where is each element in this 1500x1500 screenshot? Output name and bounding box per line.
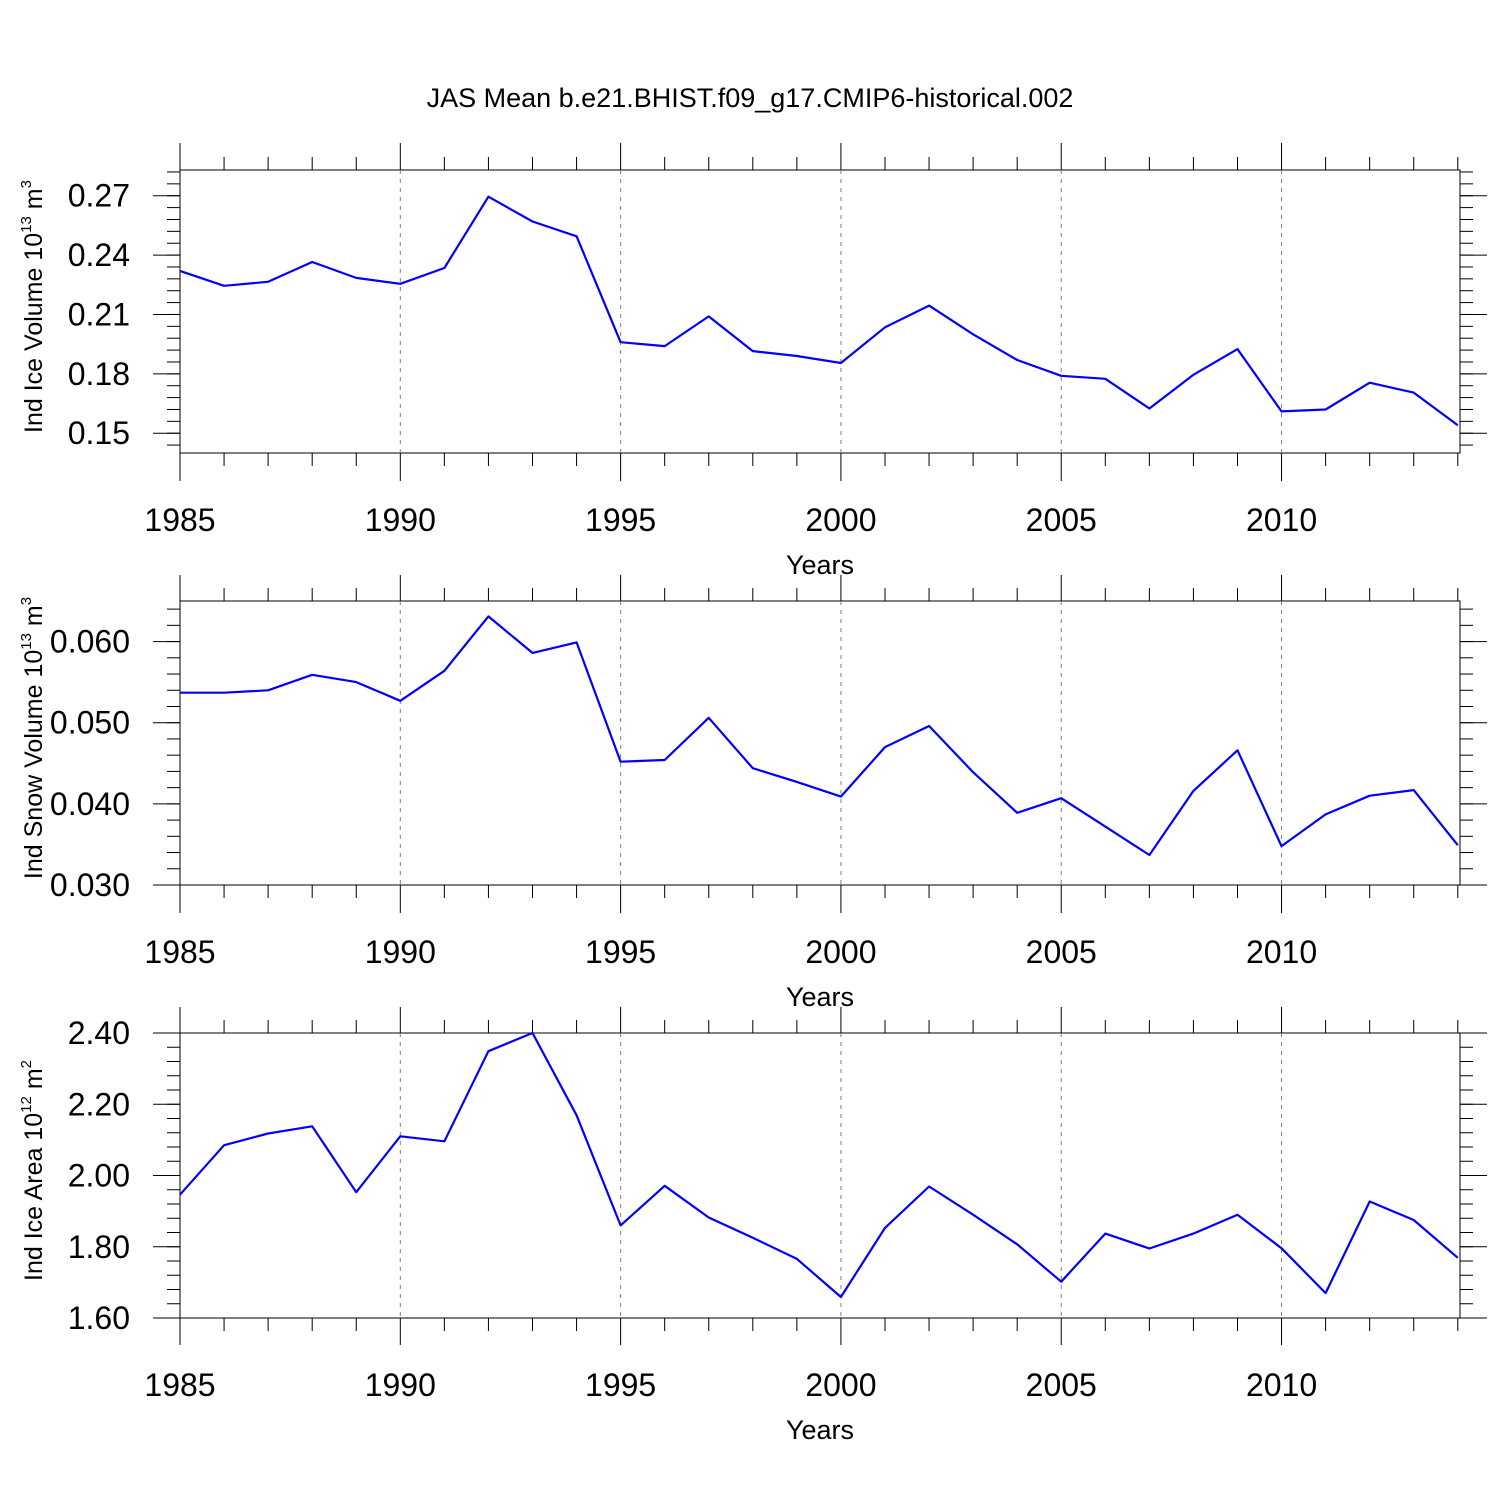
- x-tick-label: 1985: [144, 1367, 215, 1403]
- x-tick-label: 1995: [585, 502, 656, 538]
- x-tick-label: 1990: [365, 502, 436, 538]
- y-axis-label: Ind Ice Area 1012 m2: [18, 1060, 48, 1281]
- x-tick-label: 1990: [365, 934, 436, 970]
- y-axis-label-part: Ind Ice Area 10: [20, 1113, 48, 1281]
- plot-frame: [179, 600, 1461, 886]
- x-tick-label: 2010: [1246, 934, 1317, 970]
- x-tick-label: 1985: [144, 502, 215, 538]
- y-tick-label: 0.21: [68, 296, 130, 332]
- x-tick-label: 1995: [585, 934, 656, 970]
- y-axis-label: Ind Snow Volume 1013 m3: [18, 597, 48, 879]
- plot-frame: [179, 169, 1461, 454]
- x-tick-label: 2010: [1246, 502, 1317, 538]
- y-axis-label-part: Ind Snow Volume 10: [20, 650, 48, 879]
- y-tick-label: 0.040: [50, 786, 130, 822]
- series-line: [179, 1031, 1459, 1299]
- y-tick-label: 2.00: [68, 1158, 130, 1194]
- y-axis-label-part: 3: [18, 597, 35, 605]
- y-axis-label-part: m: [20, 605, 48, 633]
- panels: 1985 1990 1995 2000 2005 2010 0.15 0.18 0.21 0.24…: [18, 143, 1487, 1445]
- x-tick-label: 2005: [1026, 934, 1097, 970]
- x-tick-label: 2000: [805, 1367, 876, 1403]
- chart-panel-3: 1985 1990 1995 2000 2005 2010 1.60 1.80 2.00 2.20…: [18, 1007, 1487, 1445]
- y-tick-label: 0.18: [68, 356, 130, 392]
- y-axis-label-part: 3: [18, 180, 35, 188]
- series-line: [180, 615, 1459, 857]
- y-tick-label: 2.40: [68, 1015, 130, 1051]
- x-axis-label: Years: [786, 982, 854, 1012]
- x-tick-label: 1985: [144, 934, 215, 970]
- x-axis-label: Years: [786, 1415, 854, 1445]
- x-tick-label: 1990: [365, 1367, 436, 1403]
- y-axis-label-part: 13: [18, 216, 35, 233]
- x-tick-label: 1995: [585, 1367, 656, 1403]
- series-line: [179, 195, 1459, 427]
- y-axis-label: Ind Ice Volume 1013 m3: [18, 180, 48, 433]
- y-tick-label: 0.050: [50, 705, 130, 741]
- y-axis-label-part: 2: [18, 1060, 35, 1068]
- x-tick-label: 2005: [1026, 1367, 1097, 1403]
- figure-title: JAS Mean b.e21.BHIST.f09_g17.CMIP6-histo…: [427, 83, 1074, 113]
- y-tick-label: 0.24: [68, 237, 130, 273]
- y-tick-label: 0.060: [50, 624, 130, 660]
- x-axis-label: Years: [786, 550, 854, 580]
- x-tick-label: 2005: [1026, 502, 1097, 538]
- y-tick-label: 1.60: [68, 1300, 130, 1336]
- y-tick-label: 1.80: [68, 1229, 130, 1265]
- chart-panel-2: 1985 1990 1995 2000 2005 2010 0.030 0.040 0.050 0…: [18, 575, 1487, 1012]
- x-tick-label: 2010: [1246, 1367, 1317, 1403]
- y-axis-label-part: m: [20, 188, 48, 216]
- y-axis-label-part: Ind Ice Volume 10: [20, 233, 48, 433]
- y-tick-label: 2.20: [68, 1086, 130, 1122]
- chart-panel-1: 1985 1990 1995 2000 2005 2010 0.15 0.18 0.21 0.24…: [18, 143, 1487, 580]
- y-tick-label: 0.27: [68, 178, 130, 214]
- y-axis-label-part: 12: [18, 1096, 35, 1113]
- y-tick-label: 0.030: [50, 867, 130, 903]
- y-axis-label-part: 13: [18, 633, 35, 650]
- y-axis-label-part: m: [20, 1068, 48, 1096]
- x-tick-label: 2000: [805, 934, 876, 970]
- x-tick-label: 2000: [805, 502, 876, 538]
- y-tick-label: 0.15: [68, 415, 130, 451]
